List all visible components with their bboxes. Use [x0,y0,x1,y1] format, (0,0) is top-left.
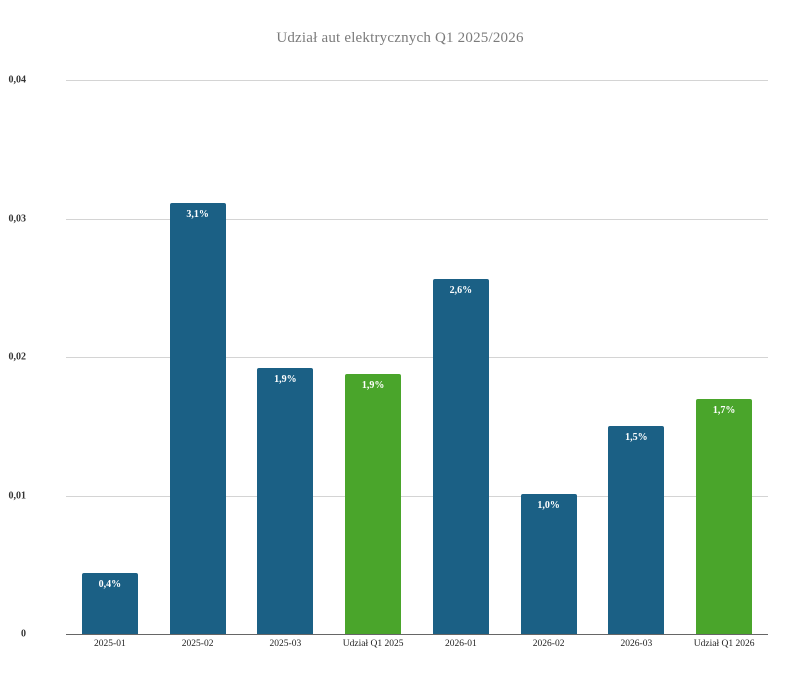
x-axis-tick-label: 2025-03 [269,639,302,649]
bar-group: 0,4% [81,80,138,634]
gridline [66,495,768,497]
gridline [66,357,768,358]
bar-monthly[interactable]: 2,6% [432,279,489,634]
y-axis-tick-label: 0,01 [8,490,27,501]
x-axis-tick-label: 2026-03 [620,639,653,649]
y-axis-tick-label: 0,04 [8,74,27,86]
bar-value-label: 3,1% [186,209,209,221]
bar-value-label: 1,9% [361,379,385,391]
bar-value-label: 1,5% [625,432,648,444]
bar-value-label: 2,6% [449,285,473,297]
chart-title: Udział aut elektrycznych Q1 2025/2026 [276,30,524,46]
y-axis-tick-label: 0 [21,628,26,640]
bar-group: 1,0% [520,80,577,634]
bar-value-label: 1,0% [537,500,560,512]
gridline [66,80,768,81]
bar-value-label: 1,7% [712,404,736,416]
bar-quarter[interactable]: 1,9% [345,373,402,634]
y-axis-tick-label: 0,02 [8,351,27,363]
bar-group: 1,5% [608,80,665,634]
bar-monthly[interactable]: 3,1% [169,203,226,634]
bar-group: 2,6% [432,80,489,634]
bar-value-label: 0,4% [98,579,122,591]
x-axis-tick-label: 2026-02 [532,639,565,649]
bar-monthly[interactable]: 1,0% [520,494,577,634]
bar-quarter[interactable]: 1,7% [696,398,753,634]
x-axis-tick-label: 2025-02 [181,639,214,649]
y-axis-tick-label: 0,03 [8,213,27,224]
bar-monthly[interactable]: 1,5% [608,426,665,634]
gridline [66,218,768,220]
x-axis-tick-label: Udział Q1 2026 [693,639,755,649]
x-axis-ticks: 2025-01 2025-02 2025-03 Udział Q1 2025 2026-… [66,639,768,659]
bar-monthly[interactable]: 0,4% [81,573,138,634]
x-axis-tick-label: 2025-01 [94,639,126,649]
bar-group: 1,9% [345,80,402,634]
bar-group: 3,1% [169,80,226,634]
bar-value-label: 1,9% [274,374,297,386]
plot-area: 0 0,01 0,02 0,03 0,04 0,4% 3,1% 1,9% 1,9% 2,6% 1,… [9,75,768,640]
bar-group: 1,9% [257,80,314,634]
bar-group: 1,7% [696,80,753,634]
axis-baseline [66,634,768,635]
bars-layer: 0,4% 3,1% 1,9% 1,9% 2,6% 1,0% 1,5% 1,7% [66,80,768,634]
x-axis-tick-label: Udział Q1 2025 [342,639,404,649]
x-axis-tick-label: 2026-01 [445,639,477,649]
bar-monthly[interactable]: 1,9% [257,368,314,634]
